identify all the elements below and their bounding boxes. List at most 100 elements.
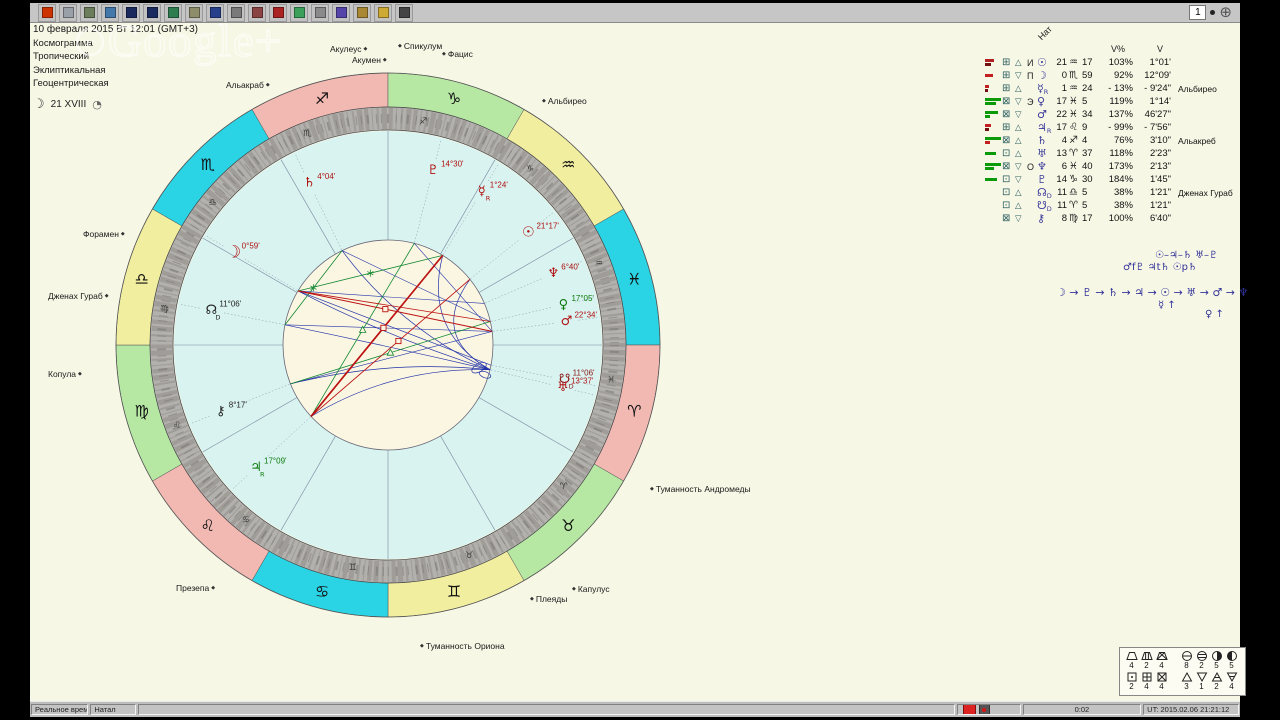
wheel-icon[interactable] (332, 3, 350, 22)
diamond-marker-icon: ◆ (398, 43, 402, 49)
chart-window-icon[interactable] (164, 3, 182, 22)
clock-dial-icon[interactable]: ⊕ (1219, 3, 1232, 21)
triangle-icon: △ (1015, 83, 1022, 94)
zodiac-glyph-aquarius: ♒ (561, 155, 575, 174)
position-sign: ♏ (1069, 70, 1078, 81)
triangle-icon: △ (1015, 200, 1022, 211)
planet-glyph: ♄ (1037, 134, 1047, 147)
planet-row-moon[interactable]: ⊞ ▽ П ☽ 0 ♏ 59 92% 12°09' (985, 69, 1233, 82)
constellation-glyph-leo: ♌ (173, 421, 181, 431)
event-icon[interactable] (206, 3, 224, 22)
planet-glyph-moon[interactable]: ☽ (226, 242, 241, 262)
position-minutes: 5 (1082, 200, 1088, 211)
planet-glyph-jupiter[interactable]: ♃ (250, 460, 262, 475)
planet-glyph-snode[interactable]: ☋ (559, 372, 571, 387)
document-icon[interactable] (227, 3, 245, 22)
calculator-icon[interactable] (59, 3, 77, 22)
chart-kind: Космограмма (33, 37, 93, 49)
diamond-marker-icon: ◆ (572, 586, 576, 592)
planet-row-jupiter[interactable]: ⊞ △ ♃ R 17 ♌ 9 - 99% - 7'56" (985, 121, 1233, 135)
planet-row-venus[interactable]: ⊠ ▽ Э ♀ 17 ♓ 5 119% 1°14' (985, 95, 1233, 108)
planet-row-node[interactable]: ⊡ △ ☊ D 11 ♎ 5 38% 1'21" Дженах Гураб (985, 186, 1233, 200)
house-box-icon: ⊡ (1002, 148, 1011, 159)
planet-row-neptune[interactable]: ⊠ ▽ О ♆ 6 ♓ 40 173% 2'13" (985, 160, 1233, 173)
planet-row-snode[interactable]: ⊡ △ ☋ D 11 ♈ 5 38% 1'21" (985, 199, 1233, 213)
dispositor-branch-venus: ♀ ↑ (1205, 309, 1224, 320)
constellation-glyph-virgo: ♍ (161, 305, 169, 315)
planet-row-mars[interactable]: ⊠ ▽ ♂ 22 ♓ 34 137% 46'27" (985, 108, 1233, 121)
house-box-icon: ⊠ (1002, 135, 1011, 146)
constellation-glyph-gemini: ♊ (349, 563, 357, 573)
triangle-icon: ▽ (1015, 70, 1022, 81)
chart-number-input[interactable] (1189, 5, 1207, 20)
record-indicator-icon[interactable] (963, 705, 977, 714)
house-box-icon: ⊞ (1002, 83, 1011, 94)
globe-icon[interactable] (101, 3, 119, 22)
status-record-cell (957, 704, 1021, 715)
zet-start-icon[interactable] (38, 3, 56, 22)
aspect-configuration-line-1: ☉–♃–♄ ♅–♇ (1155, 250, 1219, 261)
planet-glyph-neptune[interactable]: ♆ (547, 266, 559, 281)
natal-wheel-svg[interactable]: ♐ ♑♒♓♈♉♊♋♌♍♎♏♐♑♒♓♈♉♊♋♌♍♎♏♄ 4°04' ♇ 14°30'☿ R1… (88, 45, 688, 645)
constellation-glyph-scorpio: ♏ (303, 129, 311, 139)
planet-row-mercury[interactable]: ⊞ △ ☿ R 1 ♒ 24 - 13% - 9'24" Альбирео (985, 82, 1233, 96)
position-sign: ♒ (1069, 57, 1078, 68)
star-label-альакраб: Альакраб ◆ (226, 80, 270, 90)
position-degrees: 6 (1061, 161, 1067, 172)
house-box-icon: ⊡ (1002, 200, 1011, 211)
planet-glyph-sun[interactable]: ☉ (522, 224, 535, 240)
strength-bars (985, 173, 1002, 186)
velocity-percent: 76% (1113, 135, 1133, 146)
natal-wheel[interactable]: ♐ ♑ ♒ ♓ ♈ ♉ ♊ ♋ ♌ ♍ ♎ ♏ ♐ ♑ ♒ ♓ ♈ ♉ ♊ ♋ ♌ ♍ ♎ ♏ ♄ 4°04' ♇ 14°30' ☿ R 1… (88, 45, 688, 645)
svg-text:D: D (215, 313, 220, 321)
position-sign: ♈ (1069, 200, 1078, 211)
position-degrees: 8 (1061, 213, 1067, 224)
planet-glyph-chiron[interactable]: ⚷ (216, 404, 226, 419)
triangle-icon: △ (1015, 148, 1022, 159)
position-sign: ♐ (1069, 135, 1078, 146)
figure-icon[interactable] (395, 3, 413, 22)
planet-row-saturn[interactable]: ⊠ △ ♄ 4 ♐ 4 76% 3'10" Альакреб (985, 134, 1233, 147)
planet-glyph: ♃ R (1037, 121, 1052, 135)
notes-icon[interactable] (185, 3, 203, 22)
tools-icon[interactable] (353, 3, 371, 22)
planet-table-header: Нат V% V (985, 24, 1233, 56)
planet-row-sun[interactable]: ⊞ △ И ☉ 21 ♒ 17 103% 1°01' (985, 56, 1233, 69)
main-toolbar: ⊕ (30, 3, 1240, 23)
position-minutes: 17 (1082, 57, 1093, 68)
edit-place-icon[interactable] (80, 3, 98, 22)
velocity-value: 3'10" (1149, 135, 1171, 146)
star-map-icon[interactable] (143, 3, 161, 22)
coords-type: Эклиптикальная (33, 64, 106, 76)
planet-degree-label-chiron: 8°17' (229, 401, 248, 410)
sky-map-icon[interactable] (122, 3, 140, 22)
velocity-percent: 38% (1113, 187, 1133, 198)
tables-icon[interactable] (248, 3, 266, 22)
diamond-marker-icon: ◆ (420, 643, 424, 649)
dignity-letter: О (1027, 161, 1035, 172)
constellation-glyph-aquarius: ♒ (595, 259, 603, 269)
planet-glyph-pluto[interactable]: ♇ (427, 163, 439, 178)
planet-glyph: ♂ (1037, 108, 1047, 121)
planet-row-chiron[interactable]: ⊠ ▽ ⚷ 8 ♍ 17 100% 6'40" (985, 212, 1233, 225)
position-degrees: 21 (1056, 57, 1067, 68)
position-degrees: 4 (1061, 135, 1067, 146)
planet-glyph-mars[interactable]: ♂ (561, 314, 573, 329)
rec-button-icon[interactable] (979, 705, 991, 714)
picture-icon[interactable] (290, 3, 308, 22)
planet-glyph-saturn[interactable]: ♄ (303, 176, 315, 191)
aspect-grid-icon[interactable] (269, 3, 287, 22)
planet-glyph-uranus[interactable]: ♅ (557, 380, 569, 395)
horary-icon[interactable] (374, 3, 392, 22)
page-icon[interactable] (311, 3, 329, 22)
planet-glyph-node[interactable]: ☊ (206, 303, 218, 318)
spinner-dot-icon[interactable] (1210, 10, 1216, 15)
planet-row-pluto[interactable]: ⊡ ▽ ♇ 14 ♑ 30 184% 1'45" (985, 173, 1233, 186)
planet-row-uranus[interactable]: ⊡ △ ♅ 13 ♈ 37 118% 2'23" (985, 147, 1233, 160)
planet-glyph-venus[interactable]: ♀ (559, 297, 569, 312)
position-degrees: 22 (1056, 109, 1067, 120)
planet-degree-label-sun: 21°17' (536, 221, 559, 230)
planet-degree-label-moon: 0°59' (242, 241, 261, 250)
planet-glyph-mercury[interactable]: ☿ (478, 184, 486, 199)
trap-lines-icon: 2 (1139, 650, 1154, 670)
